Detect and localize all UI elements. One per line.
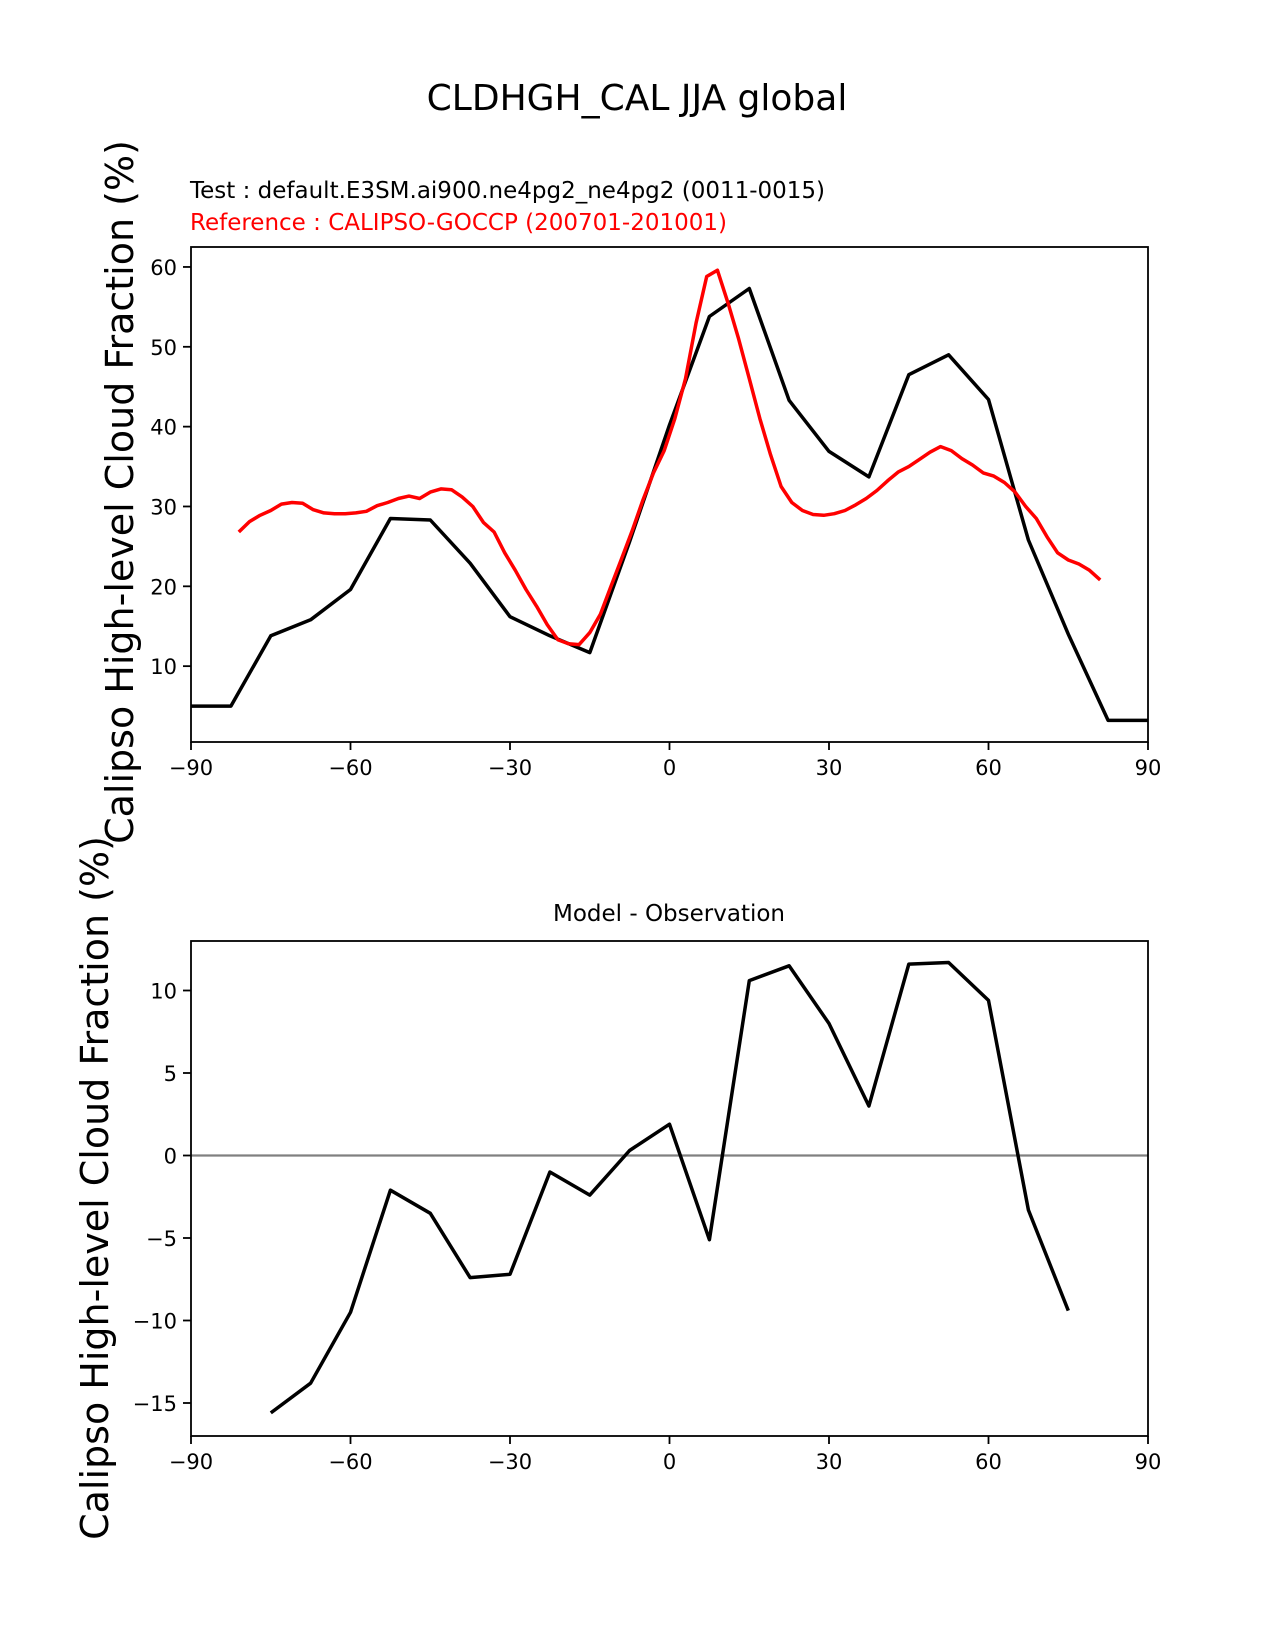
y-tick-label: 10 [150, 655, 177, 679]
x-tick-label: 90 [1135, 756, 1162, 780]
y-tick-label: 50 [150, 336, 177, 360]
y-tick-label: 5 [164, 1062, 177, 1086]
x-tick-label: −90 [169, 756, 213, 780]
reference-series-line [237, 268, 1102, 647]
difference-title: Model - Observation [553, 901, 785, 927]
y-tick-label: 10 [150, 980, 177, 1004]
y-tick-label: −5 [146, 1227, 177, 1251]
x-tick-label: 30 [816, 756, 843, 780]
x-tick-label: 0 [663, 756, 676, 780]
y-tick-label: 40 [150, 416, 177, 440]
bottom-panel: Model - Observation Calipso High-level C… [73, 836, 1161, 1540]
x-tick-label: 0 [663, 1450, 676, 1474]
x-tick-label: −30 [488, 756, 532, 780]
x-tick-label: −60 [328, 756, 372, 780]
y-tick-label: 20 [150, 575, 177, 599]
x-tick-label: 90 [1135, 1450, 1162, 1474]
figure-suptitle: CLDHGH_CAL JJA global [427, 78, 848, 119]
x-tick-label: 60 [975, 1450, 1002, 1474]
y-tick-label: −10 [133, 1310, 177, 1334]
top-ylabel: Calipso High-level Cloud Fraction (%) [98, 140, 142, 844]
x-tick-label: 30 [816, 1450, 843, 1474]
reference-legend-label: Reference : CALIPSO-GOCCP (200701-201001… [190, 210, 727, 236]
bottom-ylabel: Calipso High-level Cloud Fraction (%) [73, 836, 117, 1540]
y-tick-label: 60 [150, 256, 177, 280]
test-legend-label: Test : default.E3SM.ai900.ne4pg2_ne4pg2 … [189, 178, 825, 204]
x-tick-label: −30 [488, 1450, 532, 1474]
y-tick-label: −15 [133, 1392, 177, 1416]
top-axes-frame [190, 246, 1149, 743]
x-tick-label: −60 [328, 1450, 372, 1474]
top-panel: Test : default.E3SM.ai900.ne4pg2_ne4pg2 … [98, 140, 1161, 844]
difference-series-line [269, 960, 1070, 1415]
bottom-axes-frame [190, 940, 1149, 1437]
test-series-line [191, 286, 1148, 723]
y-tick-label: 30 [150, 495, 177, 519]
x-tick-label: −90 [169, 1450, 213, 1474]
x-tick-label: 60 [975, 756, 1002, 780]
y-tick-label: 0 [164, 1145, 177, 1169]
